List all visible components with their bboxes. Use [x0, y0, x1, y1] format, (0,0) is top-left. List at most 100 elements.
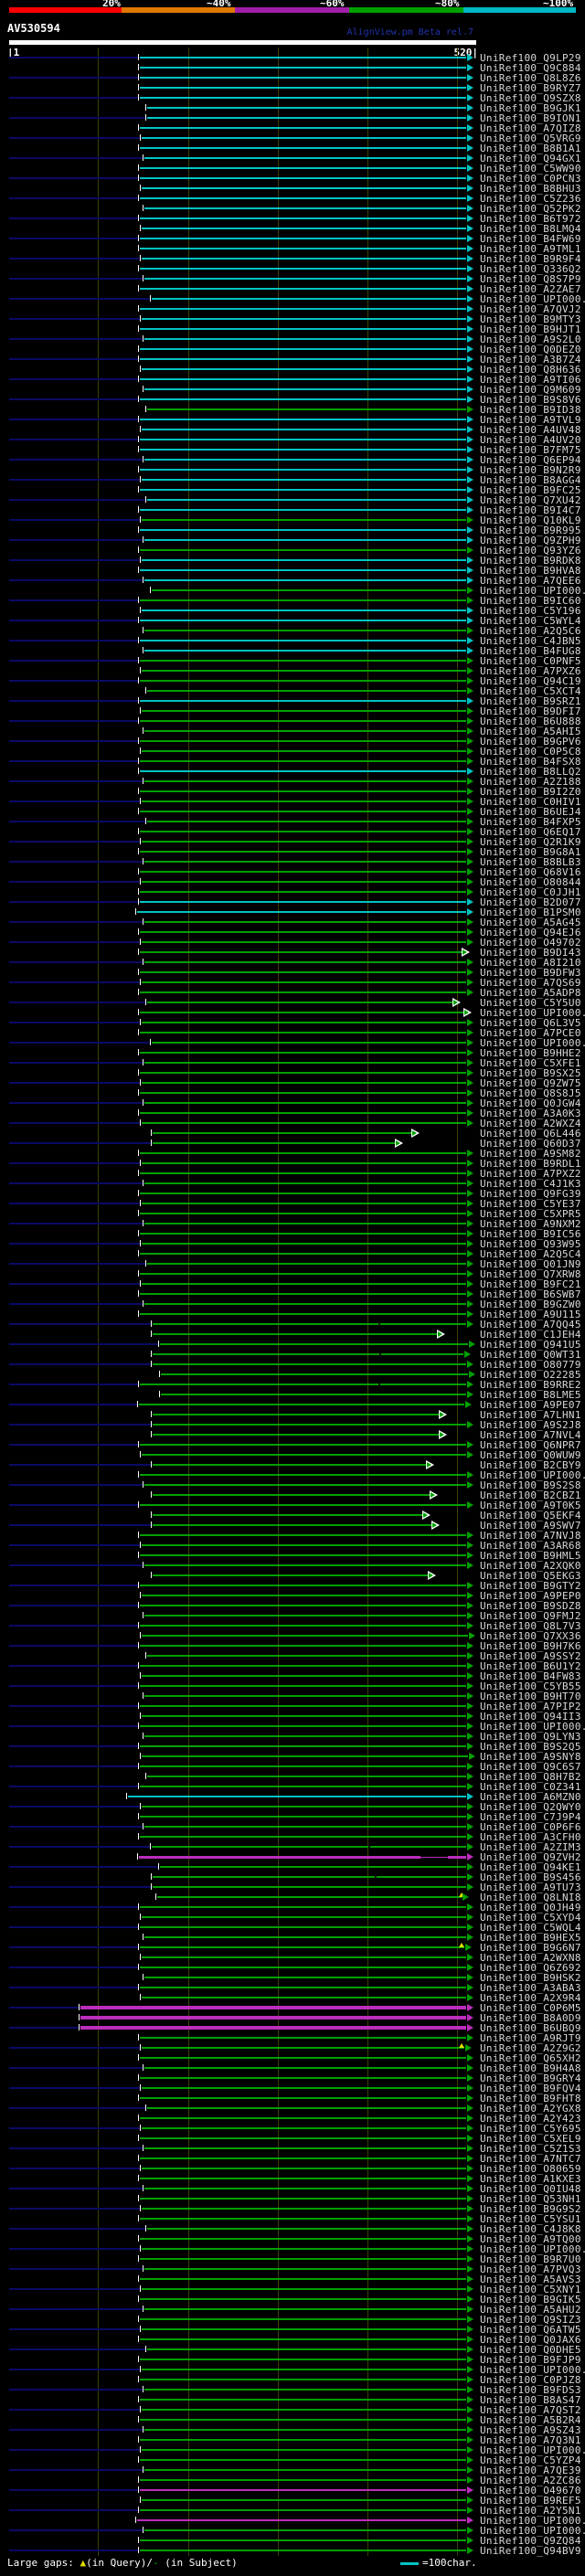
alignment-row[interactable]: UniRef100_A9SWV7	[0, 1521, 585, 1531]
hit-label[interactable]: UniRef100_B9FHT8	[480, 2093, 581, 2104]
alignment-row[interactable]: UniRef100_Q52PK2	[0, 204, 585, 214]
hit-label[interactable]: UniRef100_B6UBQ9	[480, 2022, 581, 2034]
alignment-row[interactable]: UniRef100_Q6EQ17	[0, 827, 585, 837]
alignment-row[interactable]: UniRef100_C5WQL4	[0, 1923, 585, 1933]
hit-label[interactable]: UniRef100_B8BHU3	[480, 183, 581, 195]
alignment-row[interactable]: UniRef100_B7FM75	[0, 445, 585, 455]
alignment-row[interactable]: UniRef100_A2Y5N1	[0, 2506, 585, 2516]
alignment-row[interactable]: UniRef100_C5Y5U0	[0, 998, 585, 1008]
alignment-row[interactable]: UniRef100_UPI000..	[0, 1038, 585, 1048]
alignment-row[interactable]: UniRef100_Q9FG39	[0, 1189, 585, 1199]
hit-label[interactable]: UniRef100_Q9M609	[480, 384, 581, 396]
alignment-row[interactable]: UniRef100_Q9ZQ84	[0, 2536, 585, 2546]
hit-label[interactable]: UniRef100_A3AR68	[480, 1540, 581, 1552]
alignment-row[interactable]: UniRef100_Q9FMJ2	[0, 1611, 585, 1621]
hit-label[interactable]: UniRef100_A9PE07	[480, 1399, 581, 1411]
alignment-row[interactable]: UniRef100_Q94C19	[0, 676, 585, 686]
alignment-row[interactable]: UniRef100_A3ABA3	[0, 1983, 585, 1993]
alignment-row[interactable]: UniRef100_B9GJK1	[0, 103, 585, 113]
alignment-row[interactable]: UniRef100_C5YZP4	[0, 2455, 585, 2465]
alignment-row[interactable]: UniRef100_Q2QWY0	[0, 1802, 585, 1812]
alignment-row[interactable]: UniRef100_B9HJT1	[0, 324, 585, 334]
alignment-row[interactable]: UniRef100_B9N2R9	[0, 465, 585, 475]
hit-label[interactable]: UniRef100_A7PCE0	[480, 1027, 581, 1039]
hit-label[interactable]: UniRef100_B9H7K6	[480, 1640, 581, 1652]
alignment-row[interactable]: UniRef100_Q93W95	[0, 1239, 585, 1249]
hit-label[interactable]: UniRef100_A5ADP8	[480, 987, 581, 999]
alignment-row[interactable]: UniRef100_B9RRE2	[0, 1380, 585, 1390]
hit-label[interactable]: UniRef100_A7QEE6	[480, 575, 581, 587]
hit-label[interactable]: UniRef100_A2Q5C6	[480, 625, 581, 637]
hit-label[interactable]: UniRef100_C0Z341	[480, 1781, 581, 1793]
alignment-row[interactable]: UniRef100_B9FC25	[0, 485, 585, 495]
alignment-row[interactable]: UniRef100_C7J9P4	[0, 1812, 585, 1822]
hit-label[interactable]: UniRef100_O22285	[480, 1369, 581, 1381]
alignment-row[interactable]: UniRef100_B9HVA8	[0, 566, 585, 576]
alignment-row[interactable]: UniRef100_C5WYL4	[0, 616, 585, 626]
hit-label[interactable]: UniRef100_O80659	[480, 2163, 581, 2175]
hit-label[interactable]: UniRef100_B8AS47	[480, 2394, 581, 2406]
hit-label[interactable]: UniRef100_C5XCT4	[480, 685, 581, 697]
hit-label[interactable]: UniRef100_A2XQK0	[480, 1560, 581, 1572]
alignment-row[interactable]: UniRef100_B9R9F4	[0, 254, 585, 264]
hit-label[interactable]: UniRef100_B9FQV4	[480, 2083, 581, 2094]
alignment-row[interactable]: UniRef100_B9REF5	[0, 2496, 585, 2506]
alignment-row[interactable]: UniRef100_C5Y196	[0, 606, 585, 616]
hit-label[interactable]: UniRef100_C5YE37	[480, 1198, 581, 1210]
hit-label[interactable]: UniRef100_B9I2Z0	[480, 786, 581, 798]
alignment-row[interactable]: UniRef100_C0PJZ8	[0, 2375, 585, 2385]
hit-label[interactable]: UniRef100_Q0DHE5	[480, 2344, 581, 2356]
alignment-row[interactable]: UniRef100_B8AS47	[0, 2395, 585, 2405]
alignment-row[interactable]: UniRef100_A5AHI5	[0, 726, 585, 737]
alignment-row[interactable]: UniRef100_B8LLQ2	[0, 767, 585, 777]
hit-label[interactable]: UniRef100_C5Z236	[480, 193, 581, 205]
alignment-row[interactable]: UniRef100_A9SSY2	[0, 1651, 585, 1661]
hit-label[interactable]: UniRef100_B9R7U0	[480, 2253, 581, 2265]
hit-label[interactable]: UniRef100_B9FC21	[480, 1278, 581, 1290]
hit-label[interactable]: UniRef100_A7NVJ8	[480, 1530, 581, 1542]
alignment-row[interactable]: UniRef100_B9DFI7	[0, 706, 585, 716]
hit-label[interactable]: UniRef100_C0HIV1	[480, 796, 581, 808]
alignment-row[interactable]: UniRef100_Q6ATW5	[0, 2325, 585, 2335]
alignment-row[interactable]: UniRef100_C0PCN3	[0, 174, 585, 184]
alignment-row[interactable]: UniRef100_B9GPV6	[0, 737, 585, 747]
hit-label[interactable]: UniRef100_B8BLB3	[480, 856, 581, 868]
alignment-row[interactable]: UniRef100_A7QST2	[0, 2405, 585, 2415]
hit-label[interactable]: UniRef100_B9GZW0	[480, 1299, 581, 1310]
alignment-row[interactable]: UniRef100_O80659	[0, 2164, 585, 2174]
alignment-row[interactable]: UniRef100_A7PXZ6	[0, 666, 585, 676]
hit-label[interactable]: UniRef100_UPI000..	[480, 2525, 585, 2537]
alignment-row[interactable]: UniRef100_B9S456	[0, 1872, 585, 1882]
hit-label[interactable]: UniRef100_A2WXZ4	[480, 1118, 581, 1129]
alignment-row[interactable]: UniRef100_B9FJP9	[0, 2355, 585, 2365]
alignment-row[interactable]: UniRef100_A9SZ43	[0, 2425, 585, 2435]
alignment-row[interactable]: UniRef100_Q9C6S7	[0, 1762, 585, 1772]
hit-label[interactable]: UniRef100_B4FW69	[480, 233, 581, 245]
hit-label[interactable]: UniRef100_Q6EQ17	[480, 826, 581, 838]
hit-label[interactable]: UniRef100_O80779	[480, 1359, 581, 1371]
alignment-row[interactable]: UniRef100_B9GIK5	[0, 2295, 585, 2305]
hit-label[interactable]: UniRef100_B9SRZ1	[480, 695, 581, 707]
hit-label[interactable]: UniRef100_A4UV48	[480, 424, 581, 436]
hit-label[interactable]: UniRef100_Q9SIZ3	[480, 2314, 581, 2326]
hit-label[interactable]: UniRef100_Q0JGW4	[480, 1097, 581, 1109]
hit-label[interactable]: UniRef100_C5WYL4	[480, 615, 581, 627]
hit-label[interactable]: UniRef100_Q65XH2	[480, 2052, 581, 2064]
hit-label[interactable]: UniRef100_A4UV20	[480, 434, 581, 446]
alignment-row[interactable]: UniRef100_C5XFE1	[0, 1058, 585, 1068]
hit-label[interactable]: UniRef100_A5B2R4	[480, 2414, 581, 2426]
alignment-row[interactable]: UniRef100_A7PCE0	[0, 1028, 585, 1038]
hit-label[interactable]: UniRef100_A2Y423	[480, 2113, 581, 2125]
alignment-row[interactable]: UniRef100_B9R7U0	[0, 2254, 585, 2264]
alignment-row[interactable]: UniRef100_A9RJT9	[0, 2033, 585, 2043]
hit-label[interactable]: UniRef100_Q93W95	[480, 1238, 581, 1250]
hit-label[interactable]: UniRef100_B9S8V6	[480, 394, 581, 406]
alignment-row[interactable]: UniRef100_B8LMQ4	[0, 224, 585, 234]
alignment-row[interactable]: UniRef100_A5ADP8	[0, 988, 585, 998]
hit-label[interactable]: UniRef100_A7QS69	[480, 977, 581, 989]
alignment-row[interactable]: UniRef100_B9FC21	[0, 1279, 585, 1289]
alignment-row[interactable]: UniRef100_C0HIV1	[0, 797, 585, 807]
hit-label[interactable]: UniRef100_Q0WT31	[480, 1349, 581, 1361]
alignment-row[interactable]: UniRef100_A2YGX8	[0, 2104, 585, 2114]
alignment-row[interactable]: UniRef100_B4FSX8	[0, 757, 585, 767]
